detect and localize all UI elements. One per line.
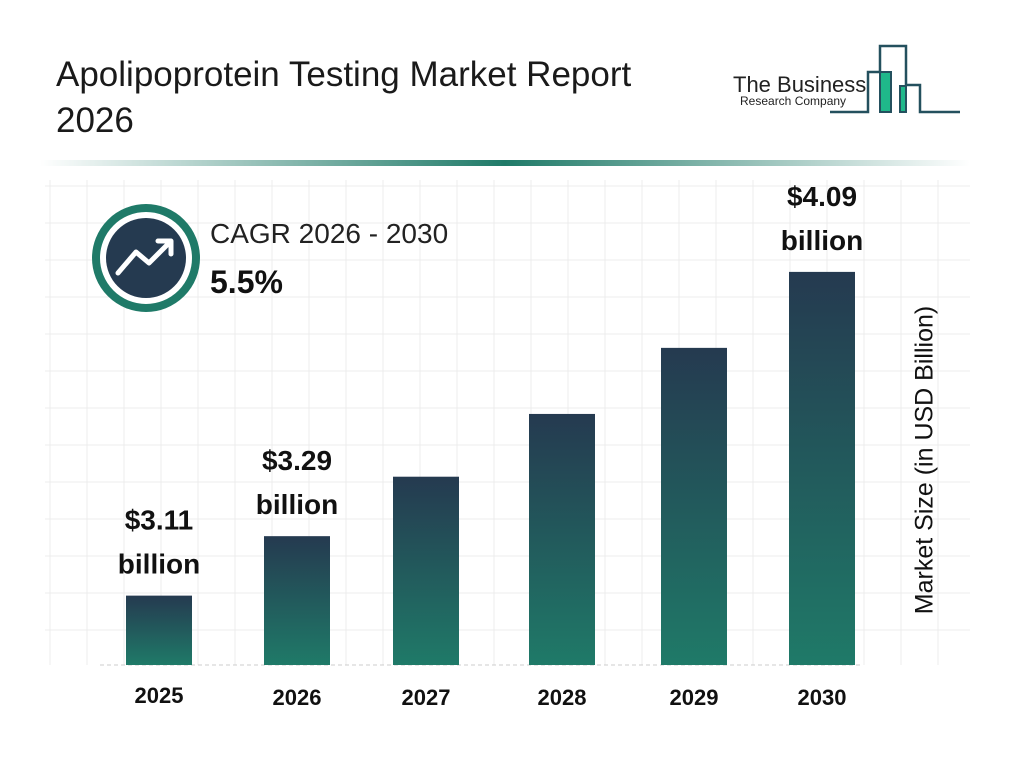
bar-2027 [393,476,459,665]
svg-text:The Business: The Business [733,72,866,97]
company-logo: The Business Research Company [720,40,970,125]
data-label-unit: billion [781,225,863,256]
x-tick-label: 2025 [135,683,184,708]
bar-2030 [789,271,855,665]
cagr-value: 5.5% [210,264,283,300]
x-tick-label: 2026 [273,685,322,710]
data-label-value: $3.11 [125,505,194,536]
bar-2029 [661,347,727,665]
x-tick-label: 2029 [670,685,719,710]
trend-up-icon [92,204,200,312]
x-tick-label: 2030 [798,685,847,710]
x-tick-label: 2028 [538,685,587,710]
cagr-label: CAGR 2026 - 2030 [210,218,449,249]
data-label-unit: billion [118,549,200,580]
header-divider [40,160,970,166]
y-axis-label: Market Size (in USD Billion) [910,305,939,615]
bar-2026 [264,536,330,665]
page-title: Apolipoprotein Testing Market Report 202… [56,55,632,140]
bar-2028 [529,413,595,665]
data-label-value: $3.29 [262,445,332,476]
logo-graphic: The Business Research Company [733,44,960,114]
bar-2025 [126,595,192,665]
svg-text:Research Company: Research Company [740,94,846,108]
data-label-value: $4.09 [787,181,857,212]
x-tick-label: 2027 [402,685,451,710]
data-label-unit: billion [256,489,338,520]
